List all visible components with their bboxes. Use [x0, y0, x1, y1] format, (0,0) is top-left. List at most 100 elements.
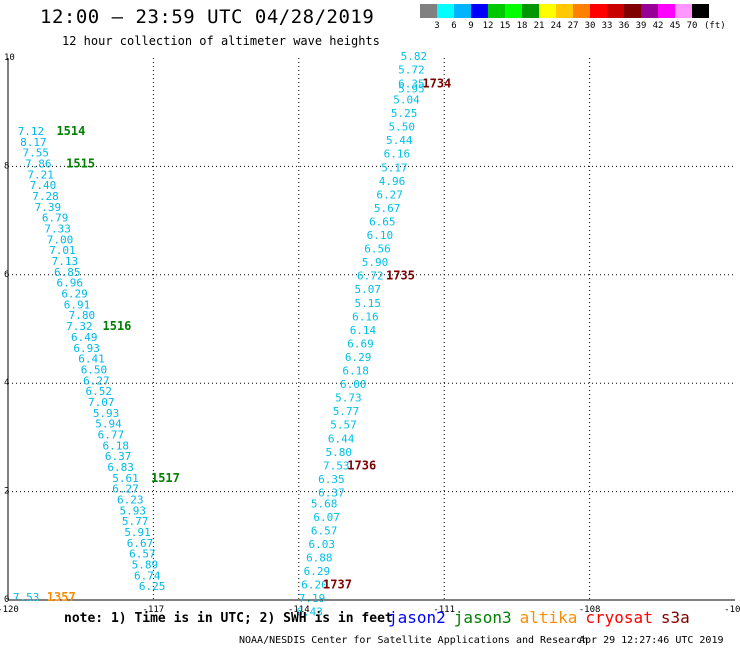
wave-height-value: 7.86 [25, 157, 52, 170]
wave-height-value: 6.44 [328, 432, 355, 445]
color-scale-swatch [437, 4, 454, 18]
pass-time-label: 1517 [151, 471, 180, 485]
wave-height-value: 6.37 [318, 486, 345, 499]
wave-height-value: 5.15 [355, 297, 382, 310]
wave-height-value: 6.41 [78, 353, 105, 366]
credit-text: NOAA/NESDIS Center for Satellite Applica… [239, 635, 589, 646]
wave-height-value: 6.03 [308, 538, 335, 551]
color-scale-swatch [488, 4, 505, 18]
pass-time-label: 1735 [386, 269, 415, 283]
wave-height-value: 6.57 [129, 548, 156, 561]
wave-height-value: 6.20 [301, 579, 328, 592]
wave-height-value: 5.91 [124, 526, 151, 539]
wave-height-value: 7.33 [44, 223, 71, 236]
wave-height-value: 5.04 [393, 94, 420, 107]
wave-height-value: 6.25 [139, 580, 166, 593]
y-tick-label: 10 [4, 53, 15, 63]
y-tick-label: 0 [4, 595, 9, 605]
pass-time-label: 1736 [347, 458, 376, 472]
legend-entry: jason2 [388, 608, 446, 627]
y-tick-label: 8 [4, 161, 9, 171]
color-scale-swatch [454, 4, 471, 18]
wave-height-value: 6.67 [127, 537, 154, 550]
satellite-legend: jason2 jason3 altika cryosat s3a [388, 608, 698, 627]
wave-height-value: 5.25 [391, 107, 418, 120]
pass-time-label: 1514 [56, 124, 85, 138]
wave-height-value: 6.43 [296, 606, 323, 619]
color-scale-label: 12 [482, 21, 494, 31]
color-scale-label: 36 [618, 21, 630, 31]
wave-height-value: 5.68 [311, 497, 338, 510]
color-scale-label: 45 [669, 21, 681, 31]
wave-height-value: 5.44 [386, 134, 413, 147]
wave-height-value: 7.01 [49, 244, 76, 257]
color-scale-label: 18 [516, 21, 528, 31]
wave-height-value: 6.07 [313, 511, 340, 524]
wave-height-value: 5.72 [398, 64, 425, 77]
wave-height-value: 7.80 [69, 309, 96, 322]
color-scale-label: 3 [434, 21, 440, 31]
color-scale-label: 21 [533, 21, 545, 31]
wave-height-value: 7.07 [88, 396, 115, 409]
wave-height-value: 6.18 [103, 439, 130, 452]
color-scale-label: 42 [652, 21, 664, 31]
wave-height-value: 7.53 [13, 591, 39, 604]
wave-height-value: 6.93 [73, 342, 100, 355]
footnote: note: 1) Time is in UTC; 2) SWH is in fe… [64, 611, 393, 626]
wave-height-value: 5.17 [381, 161, 408, 174]
wave-height-value: 7.00 [47, 233, 73, 246]
pass-time-label: 1737 [323, 578, 352, 592]
color-scale-label: 70 [686, 21, 698, 31]
y-tick-label: 2 [4, 487, 9, 497]
wave-height-value: 6.29 [61, 288, 88, 301]
wave-height-value: 6.72 [357, 270, 384, 283]
x-tick-label: -108 [579, 605, 601, 615]
wave-height-value: 6.79 [42, 212, 69, 225]
axis-ticks: -120 -117 -114 -111 -108 -105 0 2 4 6 8 10 [0, 53, 740, 615]
wave-height-value: 6.27 [112, 483, 139, 496]
wave-height-value: 6.10 [367, 229, 394, 242]
color-scale-swatch [420, 4, 437, 18]
legend-entry: jason3 [453, 608, 512, 627]
wave-height-value: 5.89 [132, 559, 159, 572]
wave-height-value: 6.23 [117, 494, 144, 507]
wave-height-value: 5.93 [119, 504, 145, 517]
wave-height-value: 6.49 [71, 331, 98, 344]
page-title: 12:00 – 23:59 UTC 04/28/2019 [40, 6, 375, 28]
wave-height-value: 5.82 [401, 50, 428, 63]
wave-height-value: 7.55 [23, 147, 50, 160]
wave-height-value: 6.27 [376, 188, 403, 201]
wave-height-value: 6.77 [98, 428, 125, 441]
x-tick-label: -120 [0, 605, 19, 615]
pass-time-label: 1515 [66, 156, 95, 170]
color-scale-unit: (ft) [704, 21, 726, 31]
wave-height-value: 8.17 [20, 136, 47, 149]
wave-height-value: 7.32 [66, 320, 93, 333]
x-tick-label: -117 [143, 605, 165, 615]
wave-height-value: 6.16 [352, 310, 379, 323]
color-scale-swatch [692, 4, 709, 18]
color-scale-swatch [556, 4, 573, 18]
wave-height-value: 4.96 [379, 175, 406, 188]
wave-height-value: 5.61 [112, 472, 139, 485]
y-tick-label: 6 [4, 270, 9, 280]
color-scale-swatch [624, 4, 641, 18]
wave-height-value: 6.27 [83, 374, 110, 387]
page-subtitle: 12 hour collection of altimeter wave hei… [62, 34, 380, 48]
color-scale-swatch [573, 4, 590, 18]
wave-height-value: 5.77 [122, 515, 149, 528]
x-tick-label: -111 [433, 605, 455, 615]
wave-height-value: 6.29 [304, 565, 331, 578]
wave-height-value: 6.35 [318, 473, 345, 486]
color-scale-swatch [675, 4, 692, 18]
wave-height-value: 6.69 [347, 337, 374, 350]
color-scale-label: 39 [635, 21, 647, 31]
wave-height-value: 6.56 [364, 243, 391, 256]
wave-height-value: 6.96 [56, 277, 83, 290]
pass-time-label: 1357 [47, 590, 76, 604]
wave-height-value: 7.21 [27, 168, 53, 181]
wave-height-value: 6.37 [105, 450, 132, 463]
wave-height-value: 7.13 [52, 255, 78, 268]
wave-height-value: 6.85 [54, 266, 81, 279]
